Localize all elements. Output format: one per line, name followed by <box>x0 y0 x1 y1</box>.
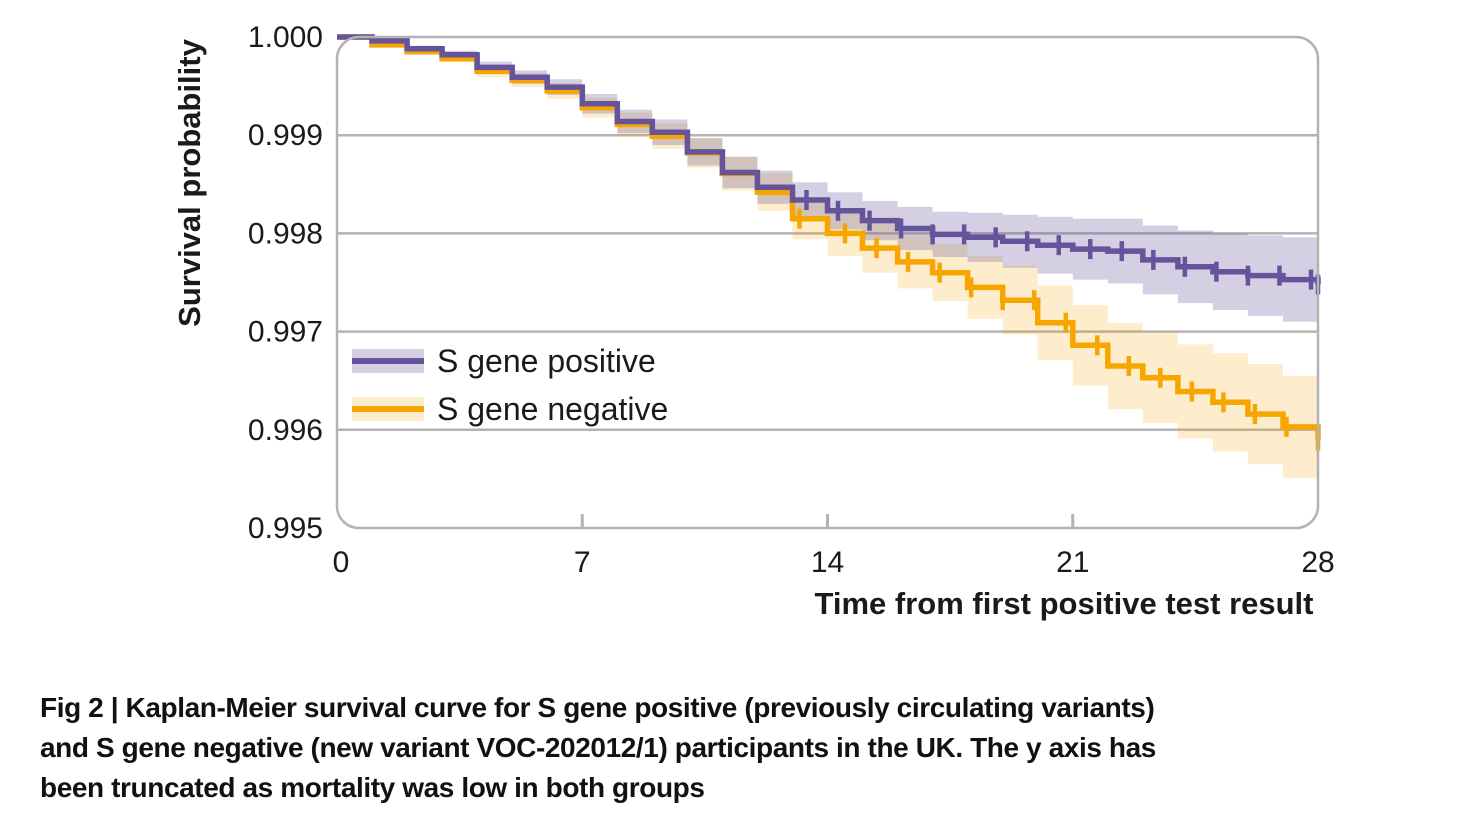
x-tick-label: 28 <box>1301 546 1334 579</box>
x-tick-label: 7 <box>574 546 591 579</box>
plot-frame <box>335 35 1320 530</box>
y-tick-label: 0.998 <box>248 217 323 250</box>
legend-label-s-gene-negative: S gene negative <box>437 391 668 427</box>
y-tick-label: 1.000 <box>248 21 323 54</box>
y-tick-label: 0.996 <box>248 414 323 447</box>
series-line-s-gene-positive <box>337 34 1321 285</box>
y-tick-label: 0.995 <box>248 512 323 545</box>
ci-band-s-gene-negative <box>337 37 1318 493</box>
x-axis-title: Time from first positive test result <box>815 586 1314 621</box>
km-chart-container: 1.000 0.999 0.998 0.997 0.996 0.995 0 7 14 21 28 Su… <box>172 21 1335 621</box>
y-axis-title: Survival probability <box>172 38 207 326</box>
x-tick-label: 21 <box>1056 546 1089 579</box>
figure-caption: Fig 2 | Kaplan-Meier survival curve for … <box>40 688 1460 808</box>
caption-line-1: Fig 2 | Kaplan-Meier survival curve for … <box>40 692 1155 723</box>
y-tick-label: 0.999 <box>248 119 323 152</box>
caption-line-3: been truncated as mortality was low in b… <box>40 772 705 803</box>
x-tick-label: 0 <box>333 546 350 579</box>
x-tick-label: 14 <box>811 546 844 579</box>
caption-line-2: and S gene negative (new variant VOC-202… <box>40 732 1156 763</box>
y-tick-label: 0.997 <box>248 316 323 349</box>
legend-label-s-gene-positive: S gene positive <box>437 343 656 379</box>
ci-band-s-gene-positive <box>337 37 1318 329</box>
km-survival-chart: 1.000 0.999 0.998 0.997 0.996 0.995 0 7 14 21 28 Su… <box>172 21 1335 621</box>
